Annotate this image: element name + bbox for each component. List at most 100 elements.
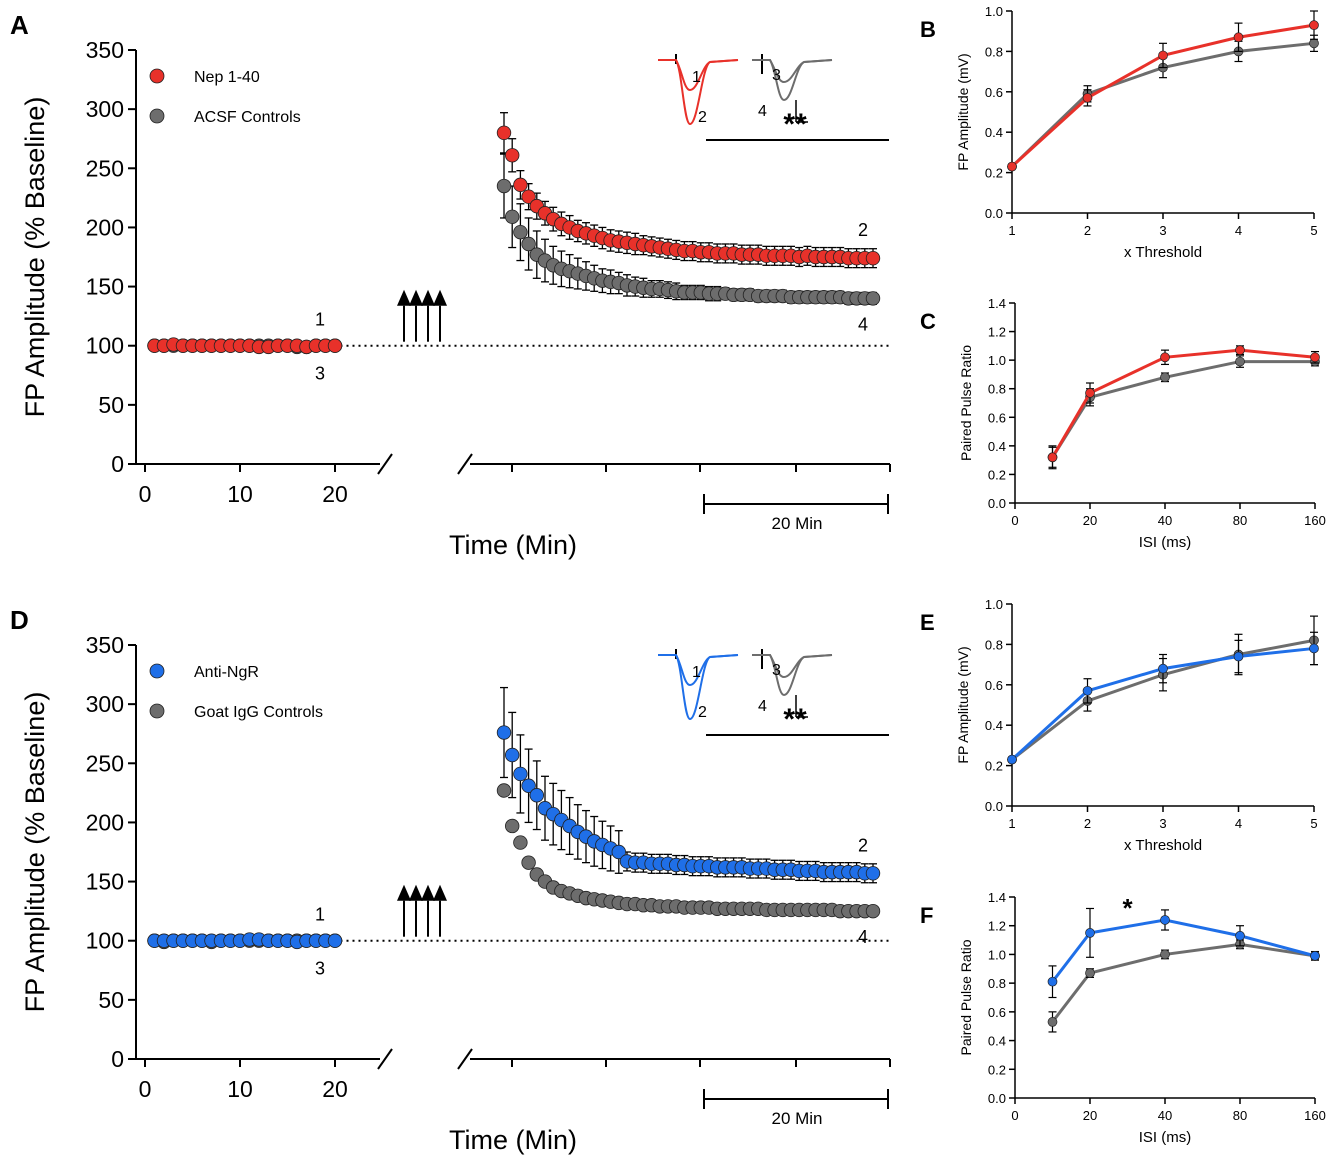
trace-number-label: 1 xyxy=(692,664,701,681)
data-point xyxy=(1085,928,1095,938)
data-point xyxy=(1160,372,1170,383)
field-potential-trace xyxy=(658,59,739,126)
trace-number-label: 4 xyxy=(758,103,767,120)
y-tick-label: 0.0 xyxy=(985,799,1003,814)
y-tick-label: 100 xyxy=(86,333,124,359)
y-tick-label: 0.2 xyxy=(985,166,1003,181)
y-tick-label: 250 xyxy=(86,750,124,776)
data-point xyxy=(505,209,520,224)
legend-label: ACSF Controls xyxy=(194,109,301,126)
y-tick-label: 0.8 xyxy=(985,44,1003,59)
y-tick-label: 350 xyxy=(86,632,124,658)
axis-break xyxy=(457,453,473,475)
data-point xyxy=(1233,32,1244,43)
y-tick-label: 50 xyxy=(98,392,124,418)
data-point xyxy=(521,236,536,252)
y-axis-label: Paired Pulse Ratio xyxy=(958,939,974,1055)
data-point xyxy=(496,178,512,194)
x-tick-label: 4 xyxy=(1235,223,1242,238)
data-point xyxy=(1047,1017,1058,1027)
x-axis-label: ISI (ms) xyxy=(1139,534,1192,551)
data-point xyxy=(1082,93,1093,103)
data-point xyxy=(513,766,528,782)
data-point xyxy=(1309,643,1319,654)
data-point xyxy=(513,177,528,193)
x-tick-label: 0 xyxy=(1011,513,1018,528)
series-blue xyxy=(1047,907,1320,999)
y-tick-label: 150 xyxy=(86,274,124,300)
y-tick-label: 200 xyxy=(86,214,124,240)
x-tick-label: 1 xyxy=(1008,816,1015,831)
field-potential-trace xyxy=(658,654,739,721)
x-tick-label: 160 xyxy=(1304,1108,1326,1123)
axis-break xyxy=(377,453,393,475)
x-tick-label: 0 xyxy=(139,1076,152,1102)
data-point xyxy=(1235,930,1245,941)
trace-number-label: 3 xyxy=(772,67,781,84)
y-tick-label: 0.6 xyxy=(985,85,1003,100)
data-point xyxy=(1235,345,1245,355)
data-point xyxy=(1233,651,1244,662)
x-tick-label: 5 xyxy=(1310,223,1317,238)
trace-number-label: 1 xyxy=(692,69,701,86)
data-point xyxy=(1082,686,1093,696)
trace-number-label: 2 xyxy=(698,109,707,126)
x-tick-label: 5 xyxy=(1310,816,1317,831)
legend-label: Anti-NgR xyxy=(194,664,259,681)
y-tick-label: 0.8 xyxy=(988,976,1006,991)
x-tick-label: 3 xyxy=(1159,223,1166,238)
panel-label: C xyxy=(920,309,936,334)
data-point xyxy=(327,338,343,353)
data-point xyxy=(521,855,536,870)
y-tick-label: 50 xyxy=(98,987,124,1013)
x-axis-label: Time (Min) xyxy=(449,1125,577,1155)
data-point xyxy=(865,291,881,306)
x-tick-label: 0 xyxy=(139,481,152,507)
series-red xyxy=(1047,345,1320,468)
y-axis-label: FP Amplitude (mV) xyxy=(955,646,971,763)
y-axis-label: Paired Pulse Ratio xyxy=(958,345,974,461)
data-point xyxy=(1085,388,1095,398)
x-tick-label: 20 xyxy=(1083,513,1097,528)
data-point xyxy=(496,725,512,740)
y-tick-label: 1.4 xyxy=(988,890,1006,905)
data-point xyxy=(865,866,881,881)
data-point xyxy=(505,818,520,834)
trace-number-label: 3 xyxy=(772,662,781,679)
data-point xyxy=(1007,754,1017,765)
arrow-head xyxy=(409,884,423,901)
tetanus-arrows xyxy=(397,884,447,937)
panel-F: F 0.0 0.2 0.4 0.6 0.8 1.0 1.2 1.4 0 20 40 80 160 ISI (… xyxy=(920,890,1326,1146)
series-gray xyxy=(1047,355,1320,470)
data-point xyxy=(1235,356,1245,367)
data-point xyxy=(1160,352,1170,363)
trace-number-label: 2 xyxy=(698,704,707,721)
data-point xyxy=(1158,663,1168,674)
y-tick-label: 1.0 xyxy=(985,597,1003,612)
significance-marker: ** xyxy=(783,703,807,736)
field-potential-trace xyxy=(752,654,833,697)
x-tick-label: 80 xyxy=(1233,513,1247,528)
x-axis-label: ISI (ms) xyxy=(1139,1129,1192,1146)
legend-marker xyxy=(149,703,165,719)
trace-number-label: 4 xyxy=(858,314,868,334)
series-line xyxy=(1051,942,1316,1023)
tetanus-arrows xyxy=(397,289,447,342)
y-tick-label: 0.6 xyxy=(985,678,1003,693)
legend-marker xyxy=(149,108,165,124)
series-line xyxy=(1051,360,1315,459)
x-tick-label: 0 xyxy=(1011,1108,1018,1123)
series-gray xyxy=(1007,615,1319,765)
series-nep-1-40 xyxy=(147,112,881,355)
data-point xyxy=(1158,50,1168,61)
x-axis-label: x Threshold xyxy=(1124,244,1202,261)
panel-label: A xyxy=(10,10,29,40)
significance-marker: * xyxy=(1122,893,1133,923)
y-tick-label: 1.4 xyxy=(988,296,1006,311)
trace-number-label: 1 xyxy=(315,905,325,925)
x-tick-label: 4 xyxy=(1235,816,1242,831)
data-point xyxy=(496,783,512,798)
y-tick-label: 0.6 xyxy=(988,1005,1006,1020)
